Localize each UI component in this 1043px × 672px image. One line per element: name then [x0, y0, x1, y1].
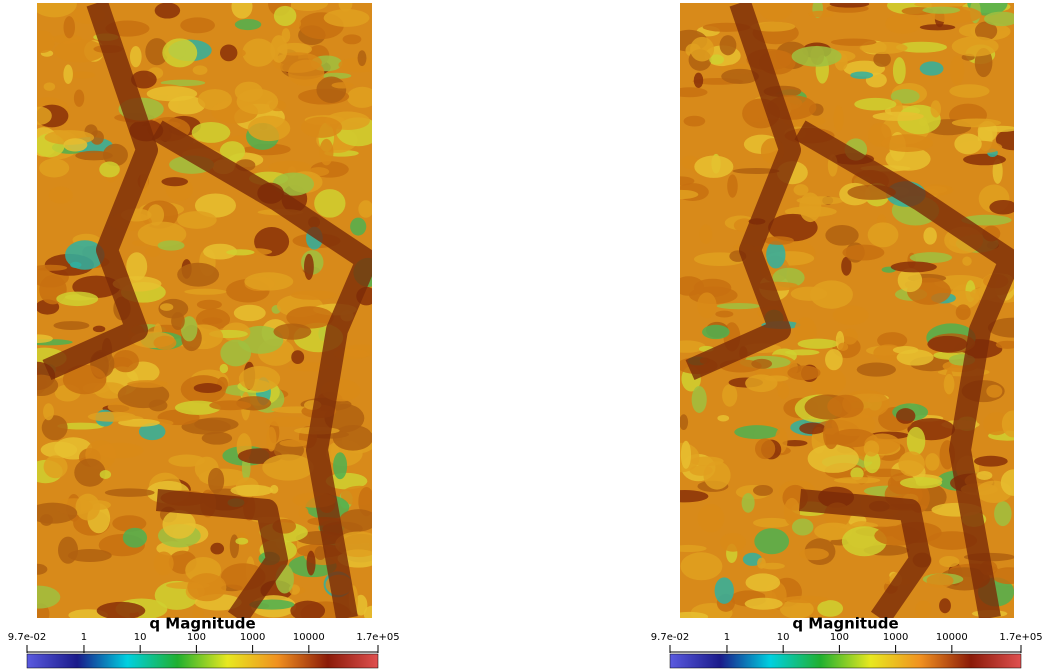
tick-label: 10: [134, 632, 147, 643]
tick-label: 1: [724, 632, 730, 643]
field-image: [680, 3, 1014, 618]
tick-label: 100: [187, 632, 206, 643]
tick-label: 9.7e-02: [8, 632, 46, 643]
colorbar: [669, 653, 1022, 669]
tick-label: 100: [830, 632, 849, 643]
colorbar: [26, 653, 379, 669]
tick-label: 9.7e-02: [651, 632, 689, 643]
tick-label: 10: [777, 632, 790, 643]
field-image: [37, 3, 372, 618]
colorbar-title: q Magnitude: [149, 615, 255, 633]
tick-label: 1.7e+05: [999, 632, 1042, 643]
tick-label: 1.7e+05: [356, 632, 399, 643]
colorbar-title: q Magnitude: [792, 615, 898, 633]
tick-label: 10000: [936, 632, 968, 643]
tick-label: 1: [81, 632, 87, 643]
tick-label: 10000: [293, 632, 325, 643]
tick-label: 1000: [883, 632, 908, 643]
tick-label: 1000: [240, 632, 265, 643]
